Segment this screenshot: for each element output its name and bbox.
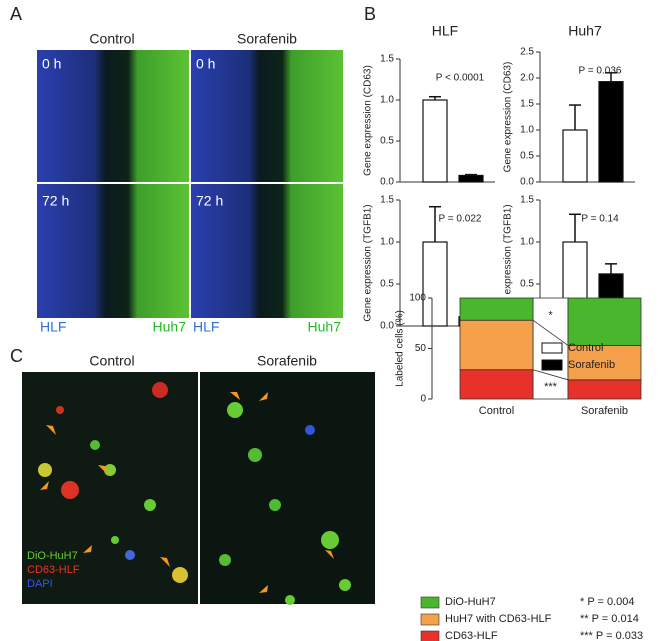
legend-label: CD63-HLF [445,630,498,641]
y-tick-label: 1.5 [520,99,534,110]
column-label: Control [89,353,134,369]
stain-label: CD63-HLF [27,564,80,576]
bar-segment [459,369,534,400]
legend-swatch [420,613,440,626]
cell-label: HLF [193,319,219,335]
bar-segment [459,319,534,371]
y-tick-label: 0.0 [520,177,534,188]
bar [562,129,588,183]
connector [532,319,569,346]
y-tick-label: 1.0 [380,95,394,106]
legend-label: Control [568,342,603,354]
y-tick-label: 0 [420,394,426,405]
bar-segment [567,345,642,381]
legend-label: DiO-HuH7 [445,596,496,608]
y-tick-label: 100 [409,293,426,304]
legend-swatch [541,342,563,354]
bar-segment [459,297,534,321]
bar [422,241,448,327]
panel-letter: A [10,4,22,24]
column-label: Sorafenib [237,31,297,47]
y-tick-label: 0.5 [380,279,394,290]
panel-letter: B [364,4,376,24]
y-tick-label: 1.0 [380,237,394,248]
x-tick-label: Control [479,405,514,417]
bar-segment [567,379,642,400]
p-note: * P = 0.004 [580,596,635,608]
cell-label: Huh7 [153,319,187,335]
y-tick-label: 0.0 [380,177,394,188]
p-note: ** P = 0.014 [580,613,639,625]
y-tick-label: 0.5 [380,136,394,147]
legend-label: HuH7 with CD63-HLF [445,613,552,625]
chart-title: HLF [432,23,458,39]
y-tick-label: 2.0 [520,73,534,84]
y-tick-label: 1.0 [520,237,534,248]
y-tick-label: 0.0 [380,321,394,332]
connector [532,369,569,381]
time-label: 72 h [42,193,69,209]
y-tick-label: 1.5 [380,195,394,206]
bar [598,81,624,183]
cell-label: Huh7 [308,319,342,335]
time-label: 0 h [196,56,215,72]
y-tick-label: 1.5 [380,54,394,65]
bar [458,174,484,183]
legend-swatch [420,596,440,609]
p-value: P = 0.14 [581,214,619,225]
y-tick-label: 0.5 [520,279,534,290]
y-tick-label: 0.5 [520,151,534,162]
y-axis-label: Gene expression (TGFB1) [363,204,374,321]
significance: *** [544,381,558,393]
p-note: *** P = 0.033 [580,630,643,641]
y-tick-label: 50 [415,343,427,354]
stain-label: DiO-HuH7 [27,550,78,562]
p-value: P = 0.022 [439,214,482,225]
panel-letter: C [10,346,23,366]
significance: * [548,309,553,321]
p-value: P < 0.0001 [436,73,485,84]
cell-label: HLF [40,319,66,335]
legend-label: Sorafenib [568,359,615,371]
wound-images [37,50,343,318]
stain-label: DAPI [27,578,53,590]
legend-swatch [420,630,440,641]
legend-swatch [541,359,563,371]
significance: ** [546,348,555,360]
y-axis-label: Gene expression (CD63) [363,65,374,176]
y-axis-label: Gene expression (TGFB1) [503,204,514,321]
bar [422,99,448,183]
column-label: Control [89,31,134,47]
column-label: Sorafenib [257,353,317,369]
y-axis-label: Gene expression (CD63) [503,62,514,173]
time-label: 72 h [196,193,223,209]
chart-title: Huh7 [568,23,602,39]
arrows [40,392,334,593]
time-label: 0 h [42,56,61,72]
x-tick-label: Sorafenib [581,405,628,417]
bar-segment [567,297,642,346]
p-value: P = 0.036 [579,66,622,77]
y-tick-label: 1.0 [520,125,534,136]
y-tick-label: 2.5 [520,47,534,58]
y-tick-label: 1.5 [520,195,534,206]
y-axis-label: Labeled cells (%) [395,310,406,387]
